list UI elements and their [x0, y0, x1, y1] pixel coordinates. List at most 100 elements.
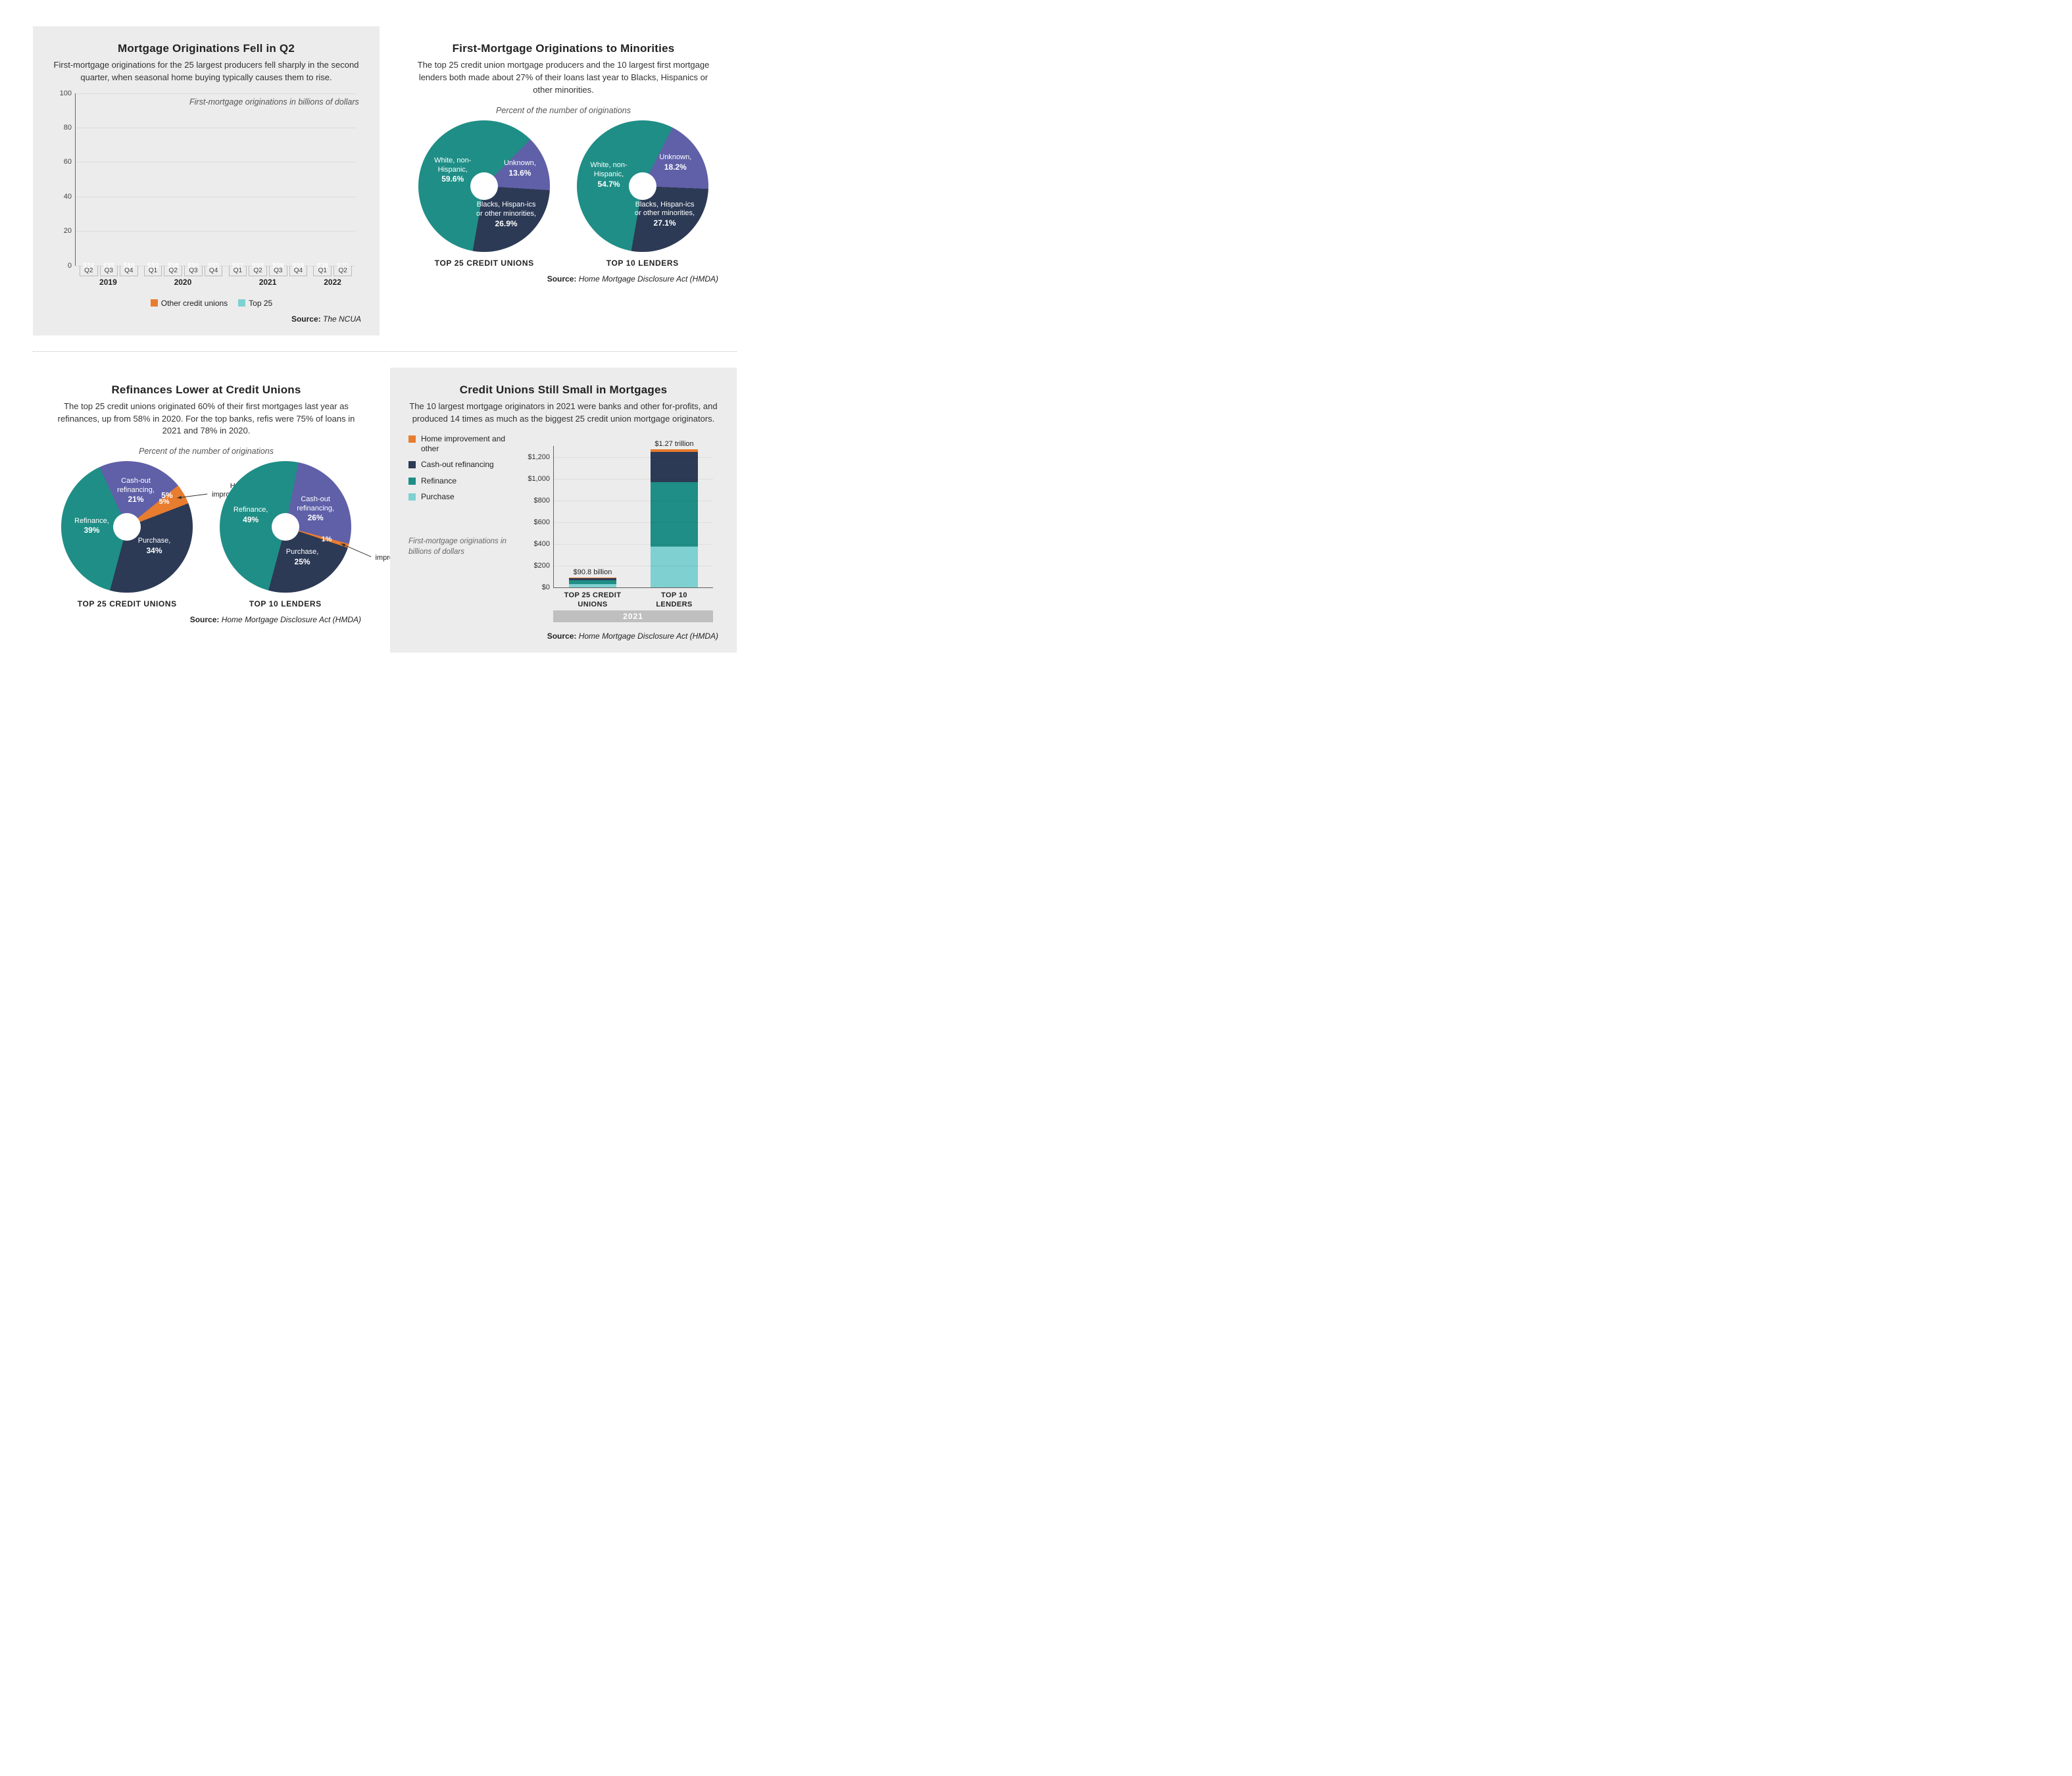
pie-slice-label: White, non-Hispanic,54.7%	[576, 161, 642, 189]
legend-label: Refinance	[421, 476, 456, 485]
y-tick: $0	[514, 583, 550, 591]
panel4-plot: $90.8 billionTOP 25 CREDIT UNIONS$1.27 t…	[553, 446, 713, 588]
source-label: Source:	[547, 631, 577, 641]
panel4-axis-caption: First-mortgage originations in billions …	[408, 537, 507, 557]
source-label: Source:	[547, 274, 577, 284]
x-quarter: Q3	[184, 266, 203, 276]
bar-top-label: $90.8 billion	[574, 568, 612, 576]
legend-swatch	[408, 493, 416, 501]
x-quarter: Q2	[80, 266, 98, 276]
y-tick: $400	[514, 540, 550, 548]
x-quarter: Q3	[269, 266, 287, 276]
source-label: Source:	[291, 314, 321, 324]
legend-label: Cash-out refinancing	[421, 460, 494, 469]
bar-x-label: TOP 10LENDERS	[635, 591, 714, 608]
panel2-title: First-Mortgage Originations to Minoritie…	[408, 42, 718, 55]
legend-swatch	[151, 299, 158, 307]
x-quarter: Q2	[249, 266, 267, 276]
bar-segment	[651, 452, 698, 482]
x-year: 2019	[79, 278, 137, 287]
bar-segment	[569, 578, 616, 580]
panel3-source: Source: Home Mortgage Disclosure Act (HM…	[51, 615, 361, 624]
bar-x-label: TOP 25 CREDIT UNIONS	[553, 591, 632, 608]
pie-slice-label: 1%	[322, 535, 332, 545]
panel4-source: Source: Home Mortgage Disclosure Act (HM…	[408, 631, 718, 641]
bar-top-label: $1.27 trillion	[654, 440, 693, 448]
bar-segment	[651, 449, 698, 451]
source-text: Home Mortgage Disclosure Act (HMDA)	[579, 274, 718, 284]
y-tick: $1,200	[514, 453, 550, 461]
pie-slice-label: 5%	[159, 498, 170, 507]
legend-swatch	[238, 299, 245, 307]
source-label: Source:	[190, 615, 220, 624]
source-text: Home Mortgage Disclosure Act (HMDA)	[222, 615, 361, 624]
panel4-body: Home improvement and other Cash-out refin…	[408, 434, 718, 625]
bar-segment	[651, 547, 698, 588]
y-tick: 60	[56, 158, 72, 166]
panel4-year: 2021	[553, 610, 713, 622]
panel2-caption: Percent of the number of originations	[408, 106, 718, 115]
legend-item: Cash-out refinancing	[408, 460, 507, 469]
pie-title: TOP 25 CREDIT UNIONS	[61, 599, 193, 608]
bar-segment	[651, 482, 698, 547]
panel-small-in-mortgages: Credit Unions Still Small in Mortgages T…	[390, 368, 737, 653]
legend-item: Purchase	[408, 492, 507, 501]
x-quarter: Q4	[120, 266, 138, 276]
panel2-source: Source: Home Mortgage Disclosure Act (HM…	[408, 274, 718, 284]
x-quarter: Q4	[205, 266, 223, 276]
y-tick: $1,000	[514, 475, 550, 483]
x-year: 2021	[228, 278, 307, 287]
panel2-pies: White, non-Hispanic,59.6%Unknown,13.6%Bl…	[408, 120, 718, 268]
pie-slice-label: Refinance,49%	[218, 506, 284, 525]
x-quarter: Q1	[144, 266, 162, 276]
dashboard-grid: Mortgage Originations Fell in Q2 First-m…	[33, 26, 737, 653]
panel1-year-row: 2019 2020 2021 2022	[79, 278, 352, 287]
legend-label: Top 25	[249, 299, 272, 308]
x-quarter: Q4	[289, 266, 308, 276]
panel1-plot: 020406080100$27$14Q2$35$17Q3$40$18Q4$33$…	[75, 93, 356, 266]
legend-swatch	[408, 461, 416, 468]
y-tick: $200	[514, 562, 550, 570]
panel4-chart: $90.8 billion TOP 25 CREDIT UNIONS $1.27 t…	[514, 434, 718, 625]
y-tick: 0	[56, 262, 72, 270]
y-tick: 100	[56, 89, 72, 97]
x-quarter: Q1	[229, 266, 247, 276]
legend-swatch	[408, 478, 416, 485]
pie-slice-label: Purchase,25%	[270, 548, 335, 567]
legend-item: Refinance	[408, 476, 507, 485]
pie: Refinance,49%Cash-out refinancing,26% Pur…	[220, 461, 351, 608]
pie: White, non-Hispanic,54.7%Unknown,18.2%Bl…	[577, 120, 708, 268]
pie-slice-label: Blacks, Hispan-ics or other minorities,2…	[474, 201, 539, 229]
pie-slice-label: Unknown,18.2%	[643, 153, 708, 172]
x-quarter: Q3	[100, 266, 118, 276]
x-quarter: Q2	[164, 266, 182, 276]
pie-title: TOP 10 LENDERS	[220, 599, 351, 608]
panel3-caption: Percent of the number of originations	[51, 447, 361, 456]
y-tick: 40	[56, 193, 72, 201]
panel1-chart: First-mortgage originations in billions …	[51, 93, 361, 297]
panel1-title: Mortgage Originations Fell in Q2	[51, 42, 361, 55]
panel-mortgage-originations: Mortgage Originations Fell in Q2 First-m…	[33, 26, 380, 335]
x-year: 2022	[313, 278, 352, 287]
y-tick: 20	[56, 227, 72, 235]
legend-label: Home improvement and other	[421, 434, 507, 453]
panel3-subtitle: The top 25 credit unions originated 60% …	[51, 401, 361, 438]
legend-label: Other credit unions	[161, 299, 228, 308]
panel1-subtitle: First-mortgage originations for the 25 l…	[51, 59, 361, 84]
source-text: The NCUA	[323, 314, 361, 324]
pie-title: TOP 10 LENDERS	[577, 259, 708, 268]
y-tick: $800	[514, 497, 550, 505]
panel3-pies: Refinance,39%Cash-out refinancing,21%5%P…	[51, 461, 361, 608]
panel-refinances: Refinances Lower at Credit Unions The to…	[33, 368, 380, 653]
y-tick: 80	[56, 124, 72, 132]
source-text: Home Mortgage Disclosure Act (HMDA)	[579, 631, 718, 641]
pie-slice-label: Purchase,34%	[121, 537, 187, 556]
x-quarter: Q1	[313, 266, 332, 276]
x-quarter: Q2	[333, 266, 352, 276]
panel2-subtitle: The top 25 credit union mortgage produce…	[408, 59, 718, 97]
pie: Refinance,39%Cash-out refinancing,21%5%P…	[61, 461, 193, 608]
y-tick: $600	[514, 518, 550, 526]
pie-slice-label: Cash-out refinancing,26%	[283, 495, 349, 524]
x-year: 2020	[143, 278, 222, 287]
panel1-legend: Other credit unions Top 25	[51, 299, 361, 308]
